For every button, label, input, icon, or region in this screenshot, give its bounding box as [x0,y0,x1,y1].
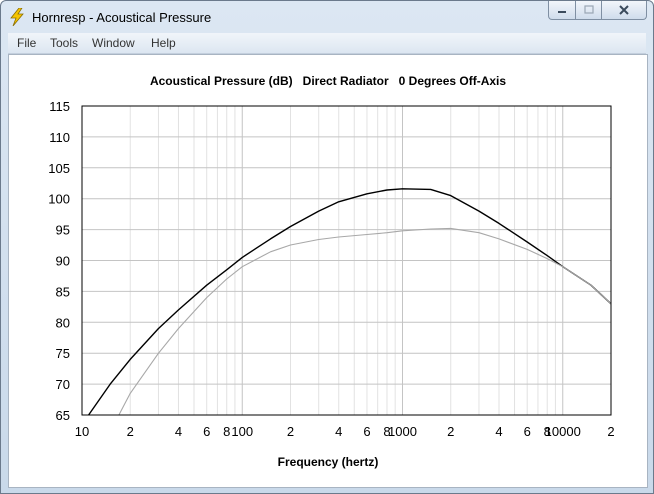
y-tick-label: 90 [56,254,70,269]
x-tick-label: 6 [524,424,531,439]
minimize-icon [558,11,566,13]
series-line-1 [88,188,612,416]
y-tick-label: 110 [49,130,70,145]
chart-title: Acoustical Pressure (dB) Direct Radiator… [150,74,506,88]
series-line-2 [118,227,612,416]
minimize-button[interactable] [548,1,576,20]
y-tick-label: 80 [56,315,70,330]
chart-area: Acoustical Pressure (dB) Direct Radiator… [8,54,648,488]
maximize-icon [583,5,594,14]
menu-tools[interactable]: Tools [50,36,79,50]
x-tick-label: 10 [75,424,89,439]
y-tick-label: 115 [49,99,70,114]
close-button[interactable] [602,1,647,20]
x-tick-label: 2 [447,424,454,439]
y-tick-label: 105 [48,161,70,176]
window-title: Hornresp - Acoustical Pressure [32,10,212,25]
plot-border [81,105,612,416]
acoustical-pressure-chart: Acoustical Pressure (dB) Direct Radiator… [48,74,614,469]
maximize-button[interactable] [576,1,602,20]
title-bar[interactable]: Hornresp - Acoustical Pressure [1,1,653,33]
x-tick-label: 6 [203,424,210,439]
x-tick-label: 6 [363,424,370,439]
menu-file[interactable]: File [17,36,37,50]
x-tick-label: 4 [335,424,342,439]
x-tick-label: 10000 [545,424,581,439]
x-tick-label: 2 [127,424,134,439]
menu-window[interactable]: Window [92,36,135,50]
close-icon [619,5,629,15]
y-tick-label: 100 [48,192,70,207]
y-tick-label: 75 [56,346,70,361]
x-tick-label: 8 [223,424,230,439]
menu-bar: File Tools Window Help [8,33,646,54]
x-tick-label: 4 [175,424,182,439]
x-tick-label: 100 [231,424,253,439]
menu-help[interactable]: Help [151,36,176,50]
x-tick-label: 8 [383,424,390,439]
y-tick-label: 70 [56,377,70,392]
x-tick-label: 2 [607,424,614,439]
x-tick-label: 8 [544,424,551,439]
y-tick-label: 65 [56,408,70,423]
x-axis-label: Frequency (hertz) [278,455,379,469]
x-tick-label: 4 [495,424,502,439]
x-tick-label: 2 [287,424,294,439]
lightning-icon [10,8,24,26]
x-tick-label: 1000 [388,424,417,439]
y-tick-label: 95 [56,223,70,238]
y-tick-label: 85 [56,284,70,299]
